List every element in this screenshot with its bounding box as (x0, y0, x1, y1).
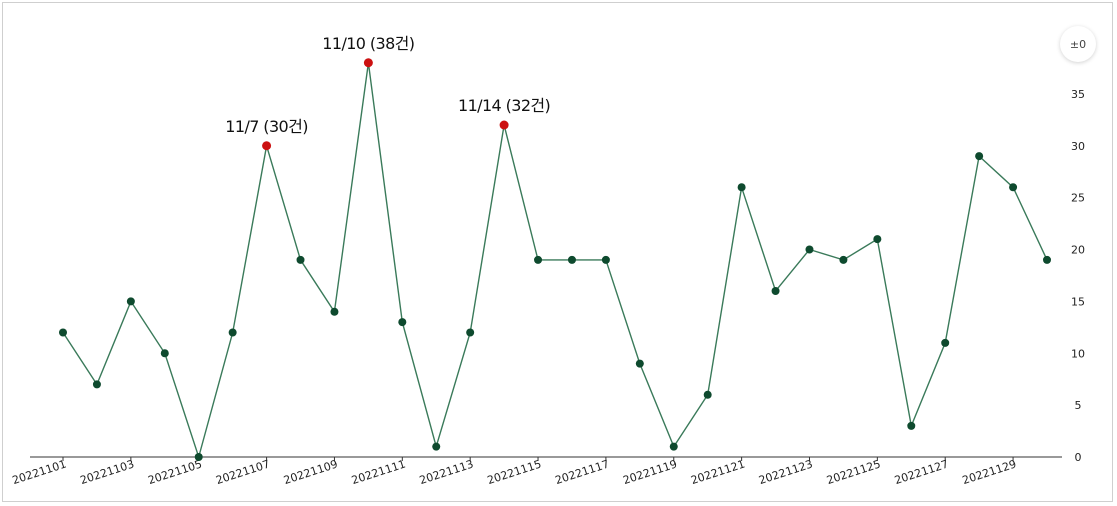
y-tick-label: 20 (1071, 244, 1085, 257)
y-tick-label: 30 (1071, 140, 1085, 153)
y-tick-label: 5 (1075, 399, 1082, 412)
series-line (62, 62, 1048, 460)
x-tick-label: 20221113 (418, 457, 475, 487)
x-tick-label: 20221123 (757, 457, 814, 487)
data-point (432, 442, 441, 451)
x-tick-label: 20221103 (79, 457, 136, 487)
data-point (330, 307, 339, 316)
highlight-point (499, 120, 509, 130)
y-tick-label: 15 (1071, 295, 1085, 308)
data-point (839, 255, 848, 264)
data-point (703, 390, 712, 399)
x-tick-label: 20221115 (486, 457, 543, 487)
zoom-reset-button[interactable]: ±0 (1060, 26, 1096, 62)
data-point (737, 183, 746, 192)
x-tick-label: 20221119 (621, 457, 678, 487)
x-tick-label: 20221129 (961, 457, 1018, 487)
data-point (398, 318, 407, 327)
data-point (941, 338, 950, 347)
data-point (126, 297, 135, 306)
annotation-label: 11/10 (38건) (322, 34, 414, 53)
x-tick-label: 20221117 (554, 457, 611, 487)
data-point (228, 328, 237, 337)
x-tick-label: 20221109 (282, 457, 339, 487)
data-point (1009, 183, 1018, 192)
data-point (567, 255, 576, 264)
data-point (635, 359, 644, 368)
y-tick-label: 35 (1071, 88, 1085, 101)
data-point (873, 235, 882, 244)
x-tick-label: 20221121 (689, 457, 746, 487)
zoom-reset-label: ±0 (1069, 37, 1087, 51)
y-tick-label: 10 (1071, 347, 1085, 360)
data-point (296, 255, 305, 264)
x-tick-label: 20221111 (350, 457, 407, 487)
y-tick-label: 25 (1071, 192, 1085, 205)
data-point (907, 421, 916, 430)
x-tick-label: 20221127 (893, 457, 950, 487)
annotation-label: 11/14 (32건) (458, 96, 550, 115)
data-point (771, 287, 780, 295)
data-point (975, 152, 984, 161)
data-point (466, 328, 475, 337)
data-point (669, 442, 678, 451)
data-point (194, 453, 203, 461)
annotation-label: 11/7 (30건) (225, 117, 308, 136)
x-tick-label: 20221101 (11, 457, 68, 487)
highlight-point (363, 58, 373, 68)
highlight-point (262, 141, 272, 151)
x-tick-label: 20221105 (146, 457, 203, 487)
x-tick-label: 20221107 (214, 457, 271, 487)
data-point (601, 255, 610, 264)
data-point (59, 328, 67, 337)
data-point (1043, 255, 1051, 264)
x-tick-label: 20221125 (825, 457, 882, 487)
data-point (92, 380, 101, 389)
data-point (534, 255, 543, 264)
data-point (805, 245, 814, 254)
data-point (160, 349, 169, 358)
y-tick-label: 0 (1075, 451, 1082, 464)
